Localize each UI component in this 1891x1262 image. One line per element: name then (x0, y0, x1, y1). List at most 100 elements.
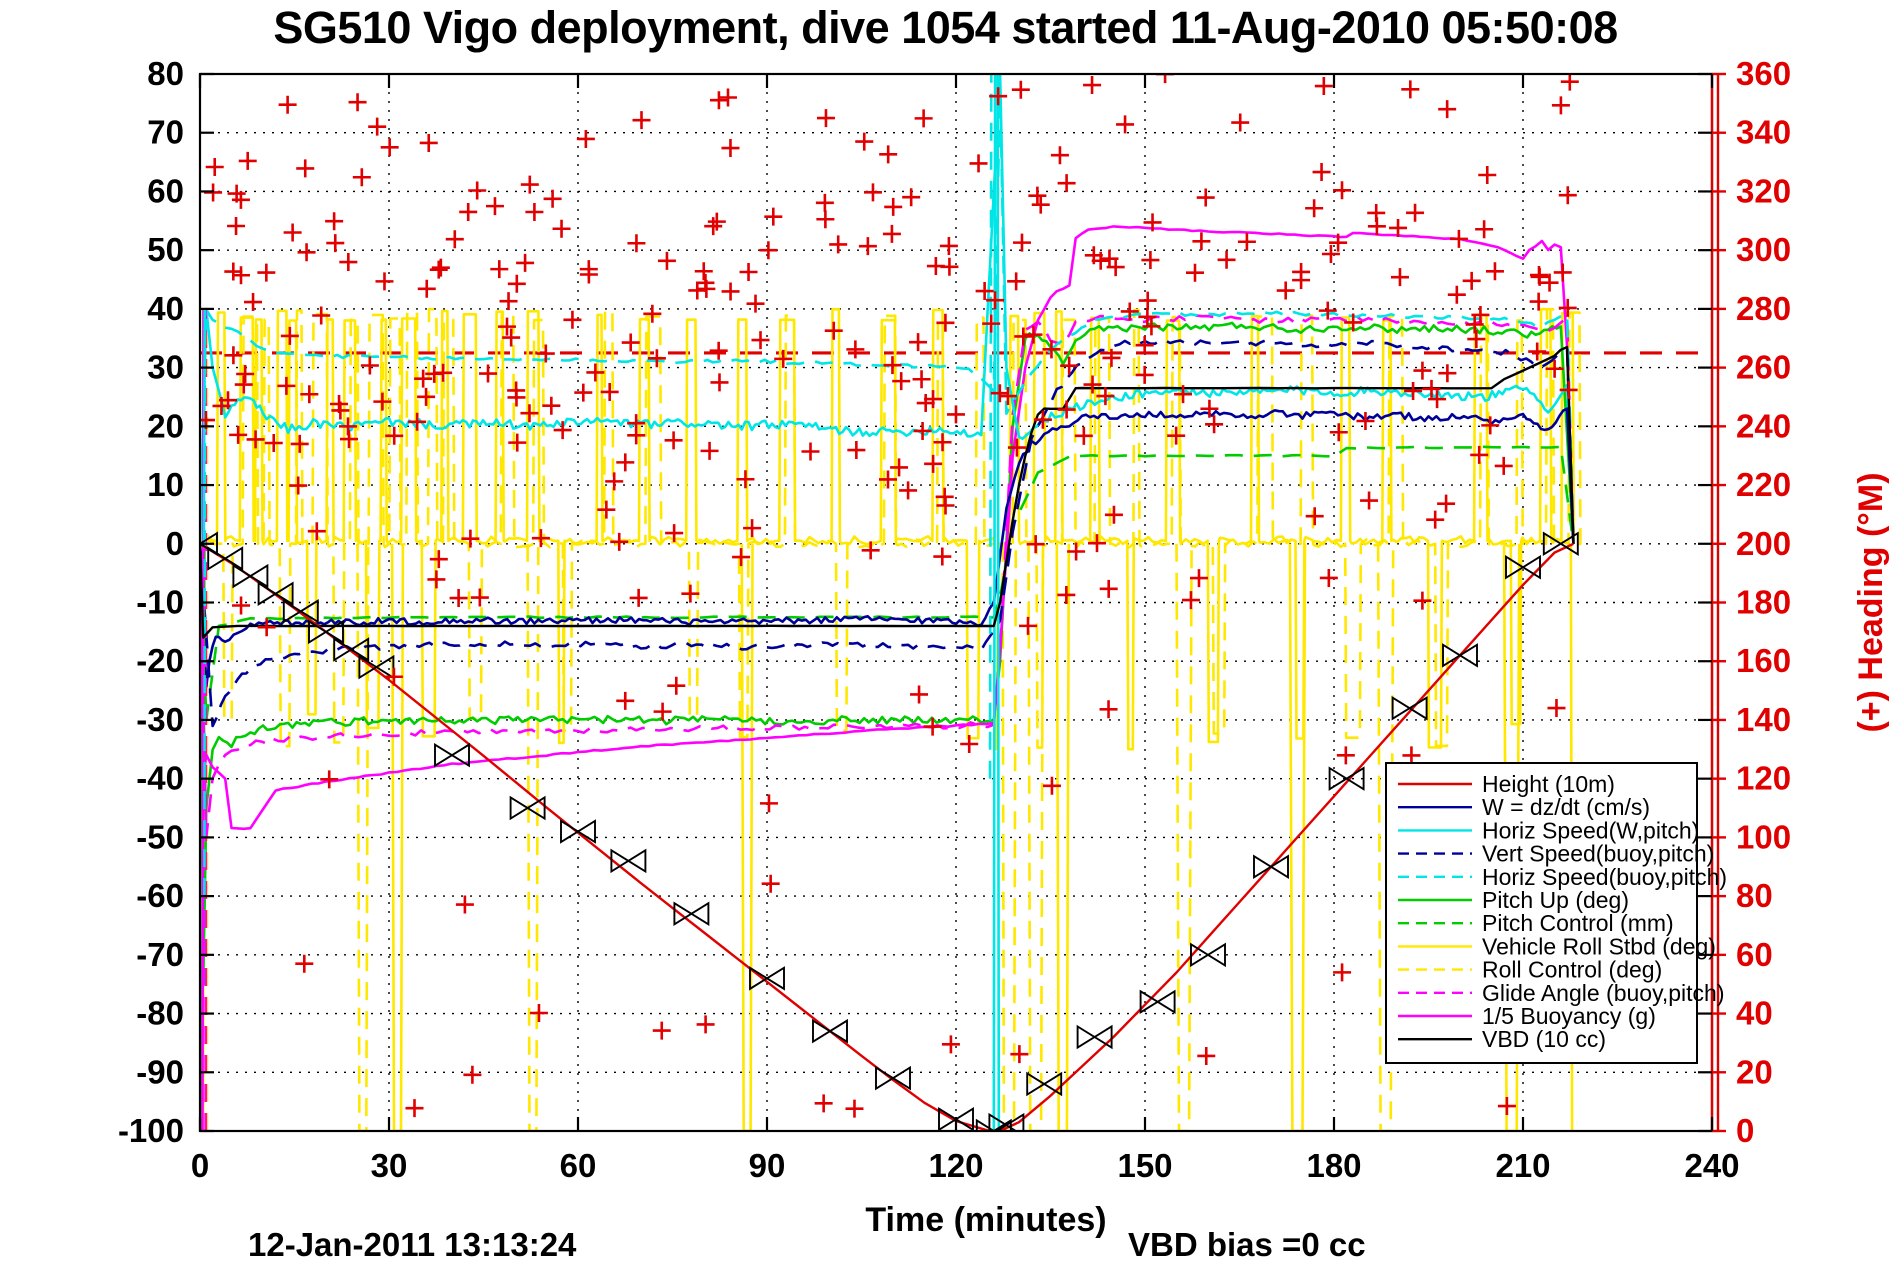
legend-label-6: Pitch Control (mm) (1482, 910, 1674, 936)
height-marker (333, 637, 370, 662)
legend-box (1385, 762, 1698, 1064)
y-left-tick-label: -80 (136, 995, 184, 1032)
height-marker (975, 1118, 1012, 1131)
y-right-tick-label: 280 (1736, 290, 1791, 327)
legend-label-5: Pitch Up (deg) (1482, 887, 1629, 913)
series-buoyancy (200, 225, 1575, 831)
height-marker (673, 901, 710, 926)
footer-timestamp: 12-Jan-2011 13:13:24 (248, 1226, 577, 1262)
height-marker (1076, 1024, 1113, 1050)
series-roll-control (1175, 543, 1193, 1131)
y-right-tick-label: 80 (1736, 877, 1773, 914)
y-right-tick-label: 40 (1736, 995, 1773, 1032)
x-tick-label: 120 (928, 1147, 983, 1184)
y-left-tick-label: -90 (136, 1053, 184, 1090)
height-marker (434, 742, 470, 768)
x-tick-label: 60 (560, 1147, 597, 1184)
series-roll-control (205, 307, 995, 748)
y-left-tick-label: 40 (147, 290, 184, 327)
page-title: SG510 Vigo deployment, dive 1054 started… (273, 2, 1618, 53)
y-right-tick-label: 260 (1736, 349, 1791, 386)
series-horiz-speed-w (992, 74, 997, 1131)
y-left-tick-label: 20 (147, 407, 184, 444)
y-left-tick-label: 80 (147, 55, 184, 92)
height-marker (200, 531, 218, 557)
x-tick-label: 0 (191, 1147, 209, 1184)
series-roll-control (1011, 307, 1582, 749)
y-right-tick-label: 120 (1736, 760, 1791, 797)
series-vehicle-roll-stbd (1055, 543, 1071, 1131)
legend-label-9: Glide Angle (buoy,pitch) (1482, 980, 1725, 1006)
height-marker (207, 546, 244, 571)
y-left-tick-label: -30 (136, 701, 184, 738)
legend-label-7: Vehicle Roll Stbd (deg) (1482, 933, 1716, 959)
y-left-tick-label: 70 (147, 114, 184, 151)
legend-label-10: 1/5 Buoyancy (g) (1482, 1003, 1656, 1029)
series-horiz-speed-buoy (988, 74, 993, 779)
y-left-tick-label: -10 (136, 584, 184, 621)
height-marker (1190, 942, 1226, 968)
series-horiz-speed-w (996, 74, 1001, 1131)
x-axis-title: Time (minutes) (865, 1201, 1106, 1239)
legend-label-3: Vert Speed(buoy,pitch) (1482, 841, 1714, 867)
legend-label-1: W = dz/dt (cm/s) (1482, 794, 1650, 820)
series-roll-control (1001, 543, 1018, 1131)
legend-label-0: Height (10m) (1482, 771, 1615, 797)
legend-label-11: VBD (10 cc) (1482, 1026, 1606, 1052)
series-roll-control (356, 543, 370, 1131)
series-w-dzdt (200, 407, 1575, 688)
series-roll-control (1376, 543, 1395, 1131)
x-tick-label: 210 (1495, 1147, 1550, 1184)
height-marker (1505, 555, 1541, 580)
y-left-tick-label: 50 (147, 231, 184, 268)
x-tick-label: 180 (1306, 1147, 1361, 1184)
y-left-tick-label: 10 (147, 466, 184, 503)
heading-scatter (200, 74, 1579, 1118)
height-marker (875, 1065, 911, 1091)
y-right-tick-label: 340 (1736, 114, 1791, 151)
y-right-tick-label: 0 (1736, 1112, 1754, 1149)
height-marker (282, 599, 319, 624)
height-marker (938, 1107, 974, 1131)
series-roll-control (1027, 543, 1045, 1131)
height-marker (749, 966, 785, 991)
x-tick-label: 150 (1117, 1147, 1172, 1184)
height-marker (509, 795, 546, 821)
series-vehicle-roll-stbd (390, 543, 405, 1131)
height-marker (1542, 531, 1579, 557)
series-vehicle-roll-stbd (740, 543, 754, 1131)
y-right-axis-title: (+) Heading (°M) (1852, 472, 1890, 732)
y-left-tick-label: -70 (136, 936, 184, 973)
series-horiz-speed-w (200, 74, 1575, 544)
y-left-tick-label: 0 (166, 525, 184, 562)
height-marker (812, 1018, 848, 1044)
y-left-tick-label: -100 (118, 1112, 184, 1149)
height-marker (1026, 1071, 1063, 1097)
series-glide-angle (200, 314, 1575, 839)
x-tick-label: 30 (371, 1147, 408, 1184)
height-marker (1139, 989, 1176, 1015)
y-right-tick-label: 300 (1736, 231, 1791, 268)
y-right-tick-label: 320 (1736, 172, 1791, 209)
series-roll-control (526, 543, 540, 1131)
height-marker (308, 619, 344, 645)
y-left-tick-label: -50 (136, 818, 184, 855)
height-marker (1253, 854, 1289, 879)
series-vert-speed-buoy (200, 338, 1575, 728)
height-marker (358, 654, 395, 680)
x-tick-label: 240 (1684, 1147, 1739, 1184)
legend-label-4: Horiz Speed(buoy,pitch) (1482, 864, 1727, 890)
y-right-tick-label: 20 (1736, 1053, 1773, 1090)
height-marker (560, 819, 596, 844)
y-left-tick-label: -20 (136, 642, 184, 679)
y-left-tick-label: 30 (147, 349, 184, 386)
y-right-tick-label: 60 (1736, 936, 1773, 973)
legend-label-2: Horiz Speed(W,pitch) (1482, 817, 1699, 843)
series-pitch-up (200, 321, 1575, 986)
y-right-tick-label: 200 (1736, 525, 1791, 562)
footer-vbd-bias: VBD bias =0 cc (1128, 1226, 1366, 1262)
legend-label-8: Roll Control (deg) (1482, 957, 1662, 983)
height-marker (1328, 766, 1365, 791)
